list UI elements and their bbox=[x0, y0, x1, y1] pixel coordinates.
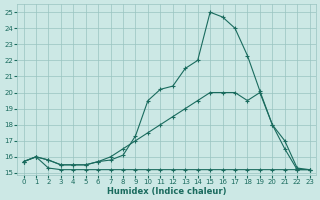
X-axis label: Humidex (Indice chaleur): Humidex (Indice chaleur) bbox=[107, 187, 226, 196]
